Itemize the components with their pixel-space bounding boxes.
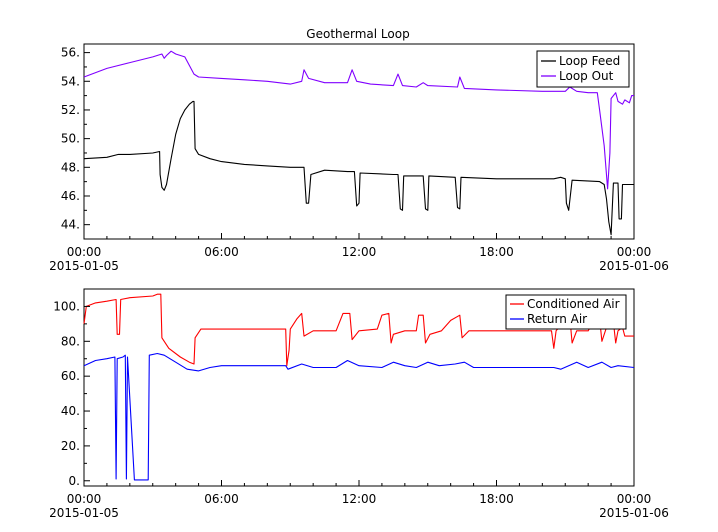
x-date-label: 2015-01-05 [49,506,119,520]
series-layer [83,50,634,236]
y-tick-label: 40. [61,404,80,418]
y-tick-label: 44. [61,218,80,232]
legend: Loop Feed Loop Out [536,50,630,88]
y-tick-label: 46. [61,189,80,203]
y-tick-label: 60. [61,369,80,383]
series-line-return-air [83,352,635,481]
legend-box [536,50,630,88]
y-axis: 44. 46. 48. 50. 52. 54. 56. [61,46,90,240]
legend-label-return-air: Return Air [527,312,587,326]
x-tick-label: 18:00 [479,245,514,259]
x-tick-label: 00:00 [67,492,102,506]
y-tick-label: 50. [61,132,80,146]
geothermal-loop-panel: Geothermal Loop 44. 46. 48. 50. 52. 54. 56. 00… [49,27,669,273]
legend-label-loop-out: Loop Out [559,69,614,83]
series-layer [83,293,635,481]
x-tick-label: 00:00 [617,492,652,506]
x-tick-label: 12:00 [342,492,377,506]
x-tick-label: 12:00 [342,245,377,259]
y-tick-label: 0. [69,474,80,488]
x-tick-label: 06:00 [204,245,239,259]
y-tick-label: 56. [61,46,80,60]
y-tick-label: 54. [61,74,80,88]
y-tick-label: 80. [61,334,80,348]
legend: Conditioned Air Return Air [505,294,627,330]
air-temperature-panel: 0. 20. 40. 60. 80. 100. 00:00 06:00 12:00 18:00 0… [49,288,669,520]
x-tick-label: 00:00 [67,245,102,259]
y-axis: 0. 20. 40. 60. 80. 100. [53,288,90,488]
series-line-loop-out [83,50,634,190]
legend-label-conditioned-air: Conditioned Air [527,297,620,311]
y-tick-label: 52. [61,103,80,117]
x-date-label: 2015-01-05 [49,259,119,273]
legend-box [505,294,627,330]
y-tick-label: 20. [61,439,80,453]
x-tick-label: 00:00 [617,245,652,259]
series-line-loop-feed [83,100,634,236]
y-tick-label: 100. [53,299,80,313]
chart-title: Geothermal Loop [306,27,409,41]
y-tick-label: 48. [61,160,80,174]
series-line-conditioned-air [83,293,634,367]
x-date-label: 2015-01-06 [599,506,669,520]
x-tick-label: 06:00 [204,492,239,506]
x-date-label: 2015-01-06 [599,259,669,273]
x-tick-label: 18:00 [479,492,514,506]
legend-label-loop-feed: Loop Feed [559,54,620,68]
